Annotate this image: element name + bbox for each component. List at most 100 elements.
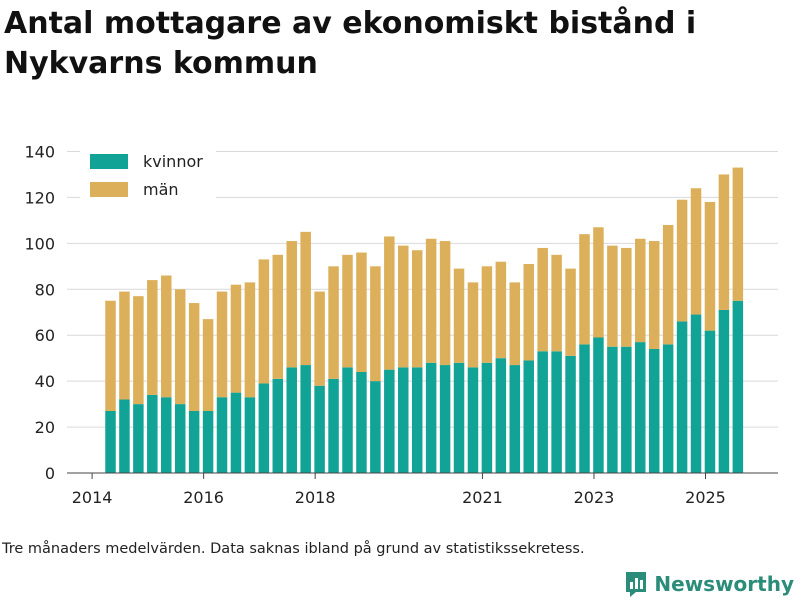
x-tick-label: 2016 [183,488,224,507]
bar-man [174,289,186,405]
bar-man [732,167,744,301]
bar-kvinnor [676,321,688,473]
bar-kvinnor [133,404,144,473]
bar-kvinnor [356,371,367,473]
bar-man [676,199,688,322]
bar-man [105,300,116,411]
bar-man [523,264,534,361]
legend: kvinnor män [80,148,216,206]
bar-kvinnor [593,337,604,473]
bar-man [621,247,632,347]
legend-label-kvinnor: kvinnor [143,152,203,171]
bar-man [370,266,381,382]
bar-man [188,303,200,411]
axes: 0 20 40 60 80 100 120 140 2014 2016 2018 2021 2023 20… [24,142,778,507]
x-tick-label: 2018 [295,488,336,507]
bar-man [439,241,451,366]
bar-man [300,231,311,366]
x-tick-label: 2023 [574,488,615,507]
bar-kvinnor [258,383,270,473]
y-tick-label: 40 [35,372,55,391]
legend-label-man: män [143,180,179,199]
bar-kvinnor [411,367,423,473]
bar-man [230,284,242,393]
bar-man [216,291,228,398]
bar-man [328,266,339,379]
bar-kvinnor [732,300,744,473]
bar-kvinnor [398,367,409,473]
bar-kvinnor [439,365,451,473]
bar-kvinnor [467,367,479,473]
bar-kvinnor [565,355,576,473]
bar-man [635,238,646,343]
bar-man [453,268,465,363]
bar-man [384,236,395,370]
bar-man [509,282,521,366]
brand-name: Newsworthy [654,572,794,596]
bar-man [244,282,256,398]
bar-man [356,252,367,372]
bar-man [272,254,284,379]
bar-kvinnor [523,360,534,473]
footnote: Tre månaders medelvärden. Data saknas ib… [2,541,585,557]
legend-swatch-man [90,182,128,197]
bar-kvinnor [370,381,381,473]
bar-kvinnor [704,330,716,473]
y-tick-label: 140 [24,142,55,161]
bar-kvinnor [690,314,702,473]
bar-man [258,259,270,384]
bar-man [607,245,618,347]
bar-kvinnor [662,344,674,473]
bar-kvinnor [174,404,186,473]
bar-man [537,247,548,352]
bar-man [425,238,437,363]
bar-kvinnor [161,397,172,473]
x-tick-label: 2021 [462,488,503,507]
y-tick-label: 60 [35,326,55,345]
bar-man [648,241,660,349]
bar-kvinnor [342,367,353,473]
bar-kvinnor [147,394,158,473]
bar-kvinnor [635,342,646,473]
y-tick-label: 80 [35,280,55,299]
newsworthy-logo-icon [626,572,647,597]
bar-kvinnor [202,410,214,473]
bar-kvinnor [230,392,242,473]
bar-man [147,280,158,395]
bar-man [286,241,297,368]
bar-kvinnor [384,369,395,473]
y-tick-label: 20 [35,418,55,437]
bar-man [342,254,353,368]
bar-kvinnor [579,344,590,473]
y-tick-label: 120 [24,188,55,207]
brand-logo[interactable]: Newsworthy [624,568,794,600]
bar-kvinnor [314,385,325,473]
x-tick-label: 2025 [685,488,726,507]
bar-kvinnor [328,378,339,473]
bar-man [565,268,576,356]
bar-man [662,224,674,345]
bar-man [495,261,507,359]
bar-man [690,188,702,315]
y-tick-label: 0 [45,464,55,483]
bar-man [718,174,730,310]
bar-man [411,250,423,368]
bar-kvinnor [105,410,116,473]
bar-kvinnor [216,397,228,473]
bar-kvinnor [509,365,521,473]
bar-kvinnor [272,378,284,473]
bar-man [202,319,214,411]
bar-man [481,266,493,363]
y-tick-label: 100 [24,234,55,253]
bar-kvinnor [286,367,297,473]
bar-man [161,275,172,398]
bar-man [593,227,604,338]
bar-kvinnor [551,351,562,473]
bar-man [314,291,325,386]
bar-kvinnor [425,362,437,473]
chart-title: Antal mottagare av ekonomiskt bistånd i … [4,6,697,81]
bar-kvinnor [244,397,256,473]
bar-kvinnor [495,358,507,473]
bar-man [119,291,130,400]
